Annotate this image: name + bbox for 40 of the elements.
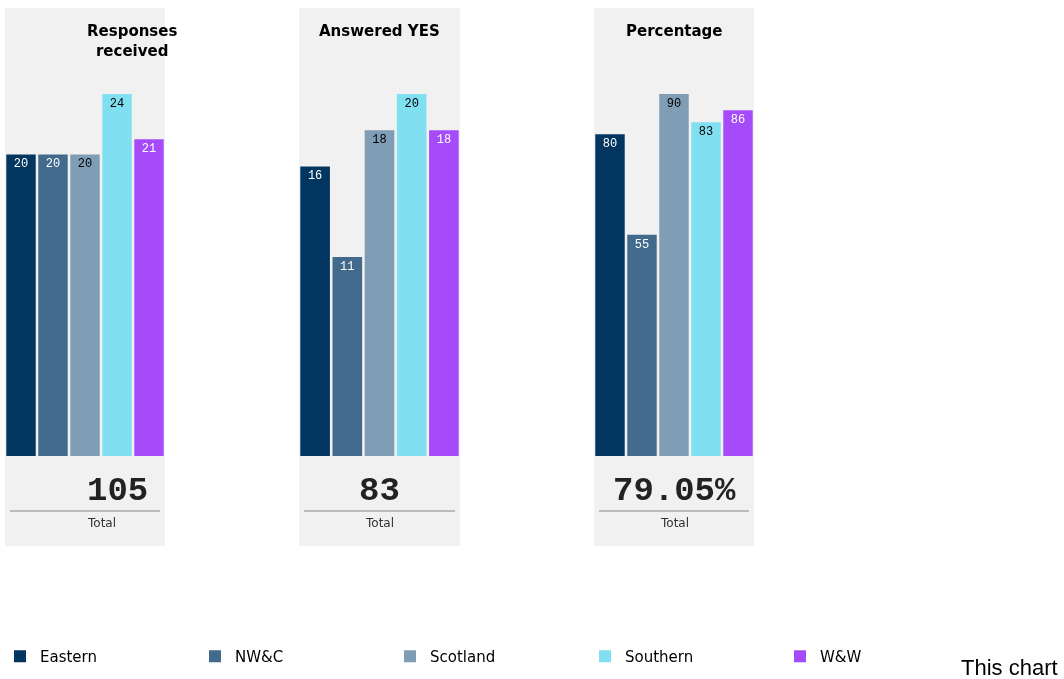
- data-label: 20: [77, 157, 93, 172]
- data-label: 83: [698, 125, 714, 140]
- data-label: 18: [372, 133, 387, 148]
- data-label: 24: [109, 97, 125, 112]
- bar: [364, 130, 395, 456]
- text: Total: [660, 516, 690, 530]
- data-label: 20: [404, 97, 419, 112]
- legend-label: Southern: [625, 648, 694, 667]
- bar: [627, 234, 657, 456]
- data-label: 11: [340, 259, 355, 274]
- bar: [723, 110, 753, 456]
- chart-title: Answered YES: [319, 22, 440, 40]
- data-label: 55: [634, 237, 650, 252]
- data-label: 21: [141, 142, 157, 157]
- legend-label: W&W: [820, 648, 862, 667]
- data-label: 16: [307, 169, 323, 184]
- bar: [332, 256, 363, 456]
- legend-label: Eastern: [40, 648, 98, 667]
- legend-label: Scotland: [430, 648, 496, 667]
- chart-title: Percentage: [626, 22, 723, 40]
- text: Total: [365, 516, 395, 530]
- data-label: 90: [666, 97, 682, 112]
- bar: [396, 94, 427, 456]
- text: 105: [87, 472, 149, 510]
- bar: [659, 94, 689, 456]
- bar: [691, 122, 721, 456]
- bar: [595, 134, 625, 456]
- text: 79.05%: [613, 472, 737, 510]
- data-label: 18: [436, 133, 452, 148]
- text: This chart: [961, 655, 1058, 679]
- data-label: 86: [730, 113, 746, 128]
- text: 83: [359, 472, 400, 510]
- chart-title: Responses received: [87, 22, 178, 60]
- data-label: 20: [45, 157, 61, 172]
- text: Total: [87, 516, 117, 530]
- data-label: 20: [13, 157, 29, 172]
- data-label: 80: [602, 137, 618, 152]
- legend-label: NW&C: [235, 648, 284, 667]
- bar: [300, 166, 330, 456]
- bar: [429, 130, 459, 456]
